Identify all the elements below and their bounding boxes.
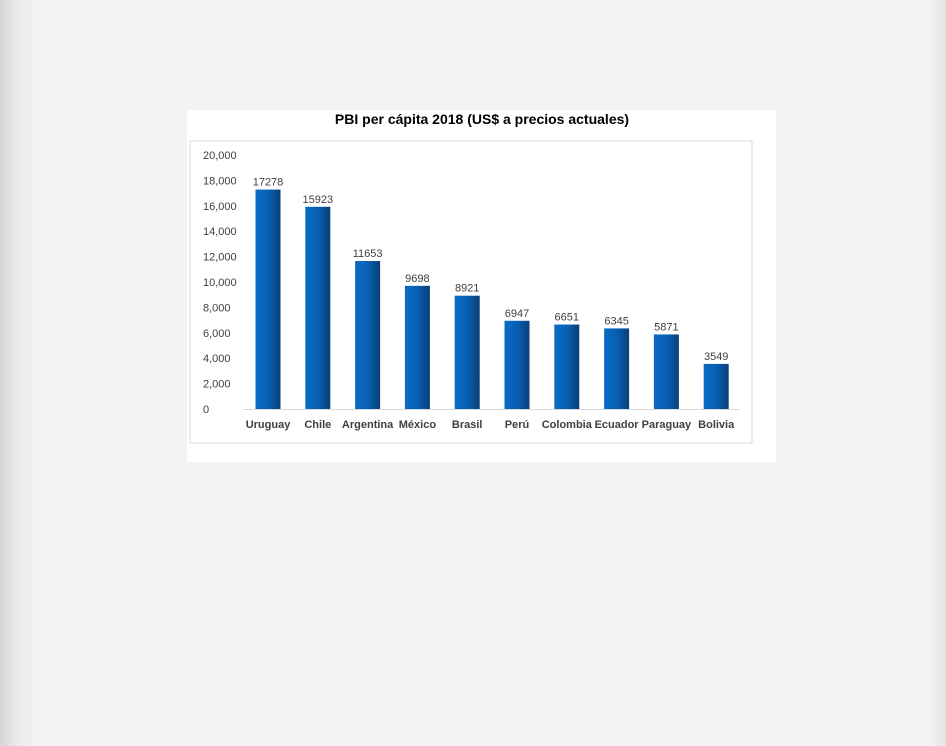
y-tick-label: 8,000 (203, 302, 231, 314)
x-tick-label: Ecuador (595, 419, 640, 431)
data-label: 8921 (455, 283, 479, 295)
y-tick-label: 4,000 (203, 353, 231, 365)
data-label: 15923 (303, 194, 334, 206)
bar-argentina (355, 261, 381, 409)
y-tick-label: 16,000 (203, 201, 237, 213)
bar-bolivia (703, 363, 729, 409)
data-label: 6947 (505, 308, 529, 320)
y-tick-label: 14,000 (203, 226, 237, 238)
chart-panel: PBI per cápita 2018 (US$ a precios actua… (187, 110, 776, 462)
data-label: 9698 (405, 273, 429, 285)
data-label: 3549 (704, 351, 728, 363)
x-tick-label: Colombia (542, 419, 593, 431)
y-tick-label: 18,000 (203, 175, 237, 187)
bar-uruguay (255, 189, 281, 409)
data-label: 17278 (253, 177, 284, 189)
bar-paraguay (653, 334, 679, 409)
y-tick-label: 6,000 (203, 328, 231, 340)
bar-brasil (454, 295, 480, 409)
x-tick-label: Paraguay (642, 419, 692, 431)
x-tick-label: Brasil (452, 419, 483, 431)
bar-chart: PBI per cápita 2018 (US$ a precios actua… (189, 111, 753, 444)
bar-perú (504, 320, 530, 409)
y-tick-label: 0 (203, 404, 209, 416)
bar-chile (305, 206, 331, 409)
bar-colombia (554, 324, 580, 409)
y-tick-label: 12,000 (203, 252, 237, 264)
plot-area-border (189, 140, 753, 444)
x-tick-label: Uruguay (246, 419, 292, 431)
data-label: 6345 (604, 315, 628, 327)
x-tick-label: Perú (505, 419, 529, 431)
bar-méxico (404, 285, 430, 409)
x-tick-label: Argentina (342, 419, 394, 431)
y-tick-label: 20,000 (203, 150, 237, 162)
x-tick-label: Bolivia (698, 419, 735, 431)
data-label: 6651 (555, 312, 579, 324)
chart-title: PBI per cápita 2018 (US$ a precios actua… (335, 111, 629, 127)
y-tick-label: 2,000 (203, 379, 231, 391)
data-label: 11653 (353, 248, 383, 260)
x-tick-label: México (399, 419, 437, 431)
data-label: 5871 (654, 321, 678, 333)
y-tick-label: 10,000 (203, 277, 237, 289)
bar-ecuador (604, 328, 630, 409)
x-tick-label: Chile (304, 419, 331, 431)
